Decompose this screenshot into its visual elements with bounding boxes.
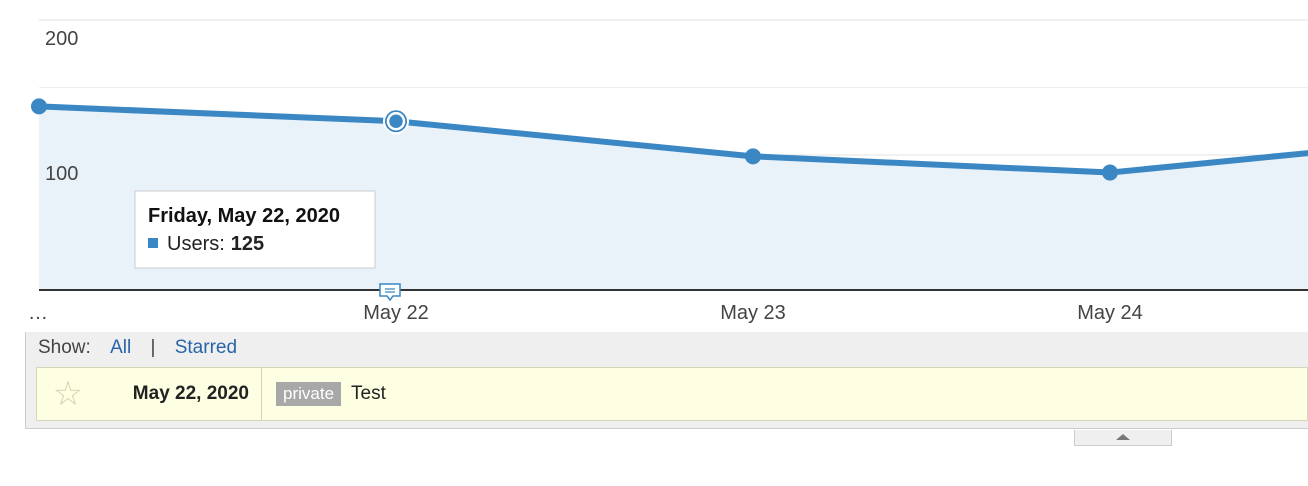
collapse-tab[interactable]: [1074, 430, 1172, 446]
x-tick-label: May 22: [363, 302, 429, 324]
tooltip-title: Friday, May 22, 2020: [148, 205, 340, 227]
annotation-text: Test: [351, 383, 386, 404]
annotation-date: May 22, 2020: [132, 383, 249, 404]
tooltip: Friday, May 22, 2020 Users: 125: [134, 190, 376, 269]
separator: |: [150, 337, 156, 358]
x-tick-label: …: [28, 302, 48, 324]
show-bar: Show: All | Starred: [26, 332, 1308, 366]
point: [31, 98, 47, 115]
tooltip-value: 125: [231, 233, 264, 255]
star-icon[interactable]: ☆: [52, 375, 84, 413]
annotation-panel: Show: All | Starred ☆ May 22, 2020 priva…: [25, 332, 1308, 429]
x-tick-label: May 23: [720, 302, 786, 324]
annotation-tag: private: [276, 382, 342, 406]
tooltip-box: [134, 190, 376, 269]
show-label: Show:: [38, 337, 91, 358]
divider: [261, 368, 262, 420]
collapse-caret: [1116, 434, 1130, 440]
y-tick-label: 100: [45, 163, 78, 185]
x-tick-label: May 24: [1077, 302, 1143, 324]
tooltip-label: Users:: [167, 233, 225, 255]
filter-starred[interactable]: Starred: [174, 337, 238, 358]
tooltip-swatch: [148, 238, 158, 248]
annotation-row[interactable]: ☆ May 22, 2020 private Test: [36, 367, 1308, 421]
annotation-marker-lines: [385, 288, 395, 293]
y-tick-label: 200: [45, 28, 78, 50]
filter-all[interactable]: All: [110, 337, 132, 358]
point: [1102, 164, 1118, 181]
tooltip-text: Users: 125: [167, 233, 264, 255]
point-highlight-inner: [386, 112, 406, 131]
chart: 100 200 … May 22 May 23 May 24 Friday, May 22,…: [28, 19, 1308, 324]
point: [745, 148, 761, 165]
